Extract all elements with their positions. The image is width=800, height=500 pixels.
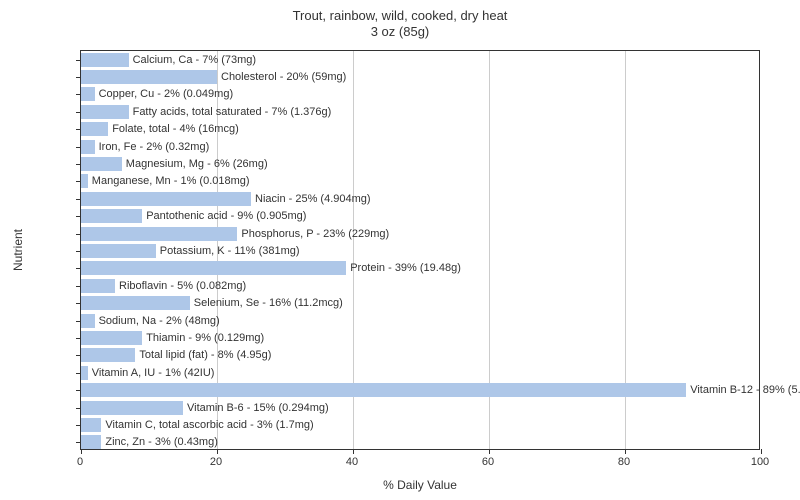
x-tick — [625, 449, 626, 454]
nutrient-bar — [81, 87, 95, 101]
y-tick — [76, 355, 81, 356]
y-tick — [76, 60, 81, 61]
nutrient-bar-label: Calcium, Ca - 7% (73mg) — [133, 53, 256, 67]
nutrient-bar — [81, 244, 156, 258]
nutrient-bar — [81, 314, 95, 328]
nutrient-bar-label: Vitamin C, total ascorbic acid - 3% (1.7… — [105, 418, 313, 432]
x-tick — [81, 449, 82, 454]
nutrient-bar-label: Copper, Cu - 2% (0.049mg) — [99, 87, 234, 101]
nutrient-bar — [81, 366, 88, 380]
x-tick-label: 20 — [210, 456, 222, 468]
x-tick-label: 40 — [346, 456, 358, 468]
y-tick — [76, 321, 81, 322]
nutrient-bar — [81, 348, 135, 362]
nutrient-bar-label: Cholesterol - 20% (59mg) — [221, 70, 346, 84]
nutrient-bar-label: Zinc, Zn - 3% (0.43mg) — [105, 435, 217, 449]
nutrient-bar-label: Iron, Fe - 2% (0.32mg) — [99, 140, 210, 154]
x-tick-label: 0 — [77, 456, 83, 468]
y-tick — [76, 373, 81, 374]
nutrient-bar — [81, 122, 108, 136]
nutrient-bar — [81, 53, 129, 67]
y-tick — [76, 199, 81, 200]
nutrient-bar-label: Potassium, K - 11% (381mg) — [160, 244, 300, 258]
x-tick-label: 80 — [618, 456, 630, 468]
nutrient-bar — [81, 192, 251, 206]
nutrient-bar-label: Vitamin B-12 - 89% (5.36mcg) — [690, 383, 800, 397]
nutrient-bar — [81, 418, 101, 432]
chart-subtitle: 3 oz (85g) — [0, 24, 800, 39]
y-tick — [76, 129, 81, 130]
y-tick — [76, 147, 81, 148]
nutrient-bar-label: Thiamin - 9% (0.129mg) — [146, 331, 264, 345]
y-tick — [76, 94, 81, 95]
nutrient-bar-label: Sodium, Na - 2% (48mg) — [99, 314, 220, 328]
y-tick — [76, 77, 81, 78]
nutrient-bar-label: Vitamin B-6 - 15% (0.294mg) — [187, 401, 329, 415]
nutrient-bar-label: Vitamin A, IU - 1% (42IU) — [92, 366, 215, 380]
nutrient-bar — [81, 401, 183, 415]
nutrient-bar — [81, 296, 190, 310]
nutrient-bar — [81, 331, 142, 345]
nutrient-bar-label: Selenium, Se - 16% (11.2mcg) — [194, 296, 343, 310]
nutrient-bar — [81, 261, 346, 275]
y-tick — [76, 408, 81, 409]
x-tick — [761, 449, 762, 454]
nutrient-bar — [81, 70, 217, 84]
nutrient-bar — [81, 140, 95, 154]
y-tick — [76, 425, 81, 426]
x-tick-label: 100 — [751, 456, 769, 468]
nutrient-bar — [81, 157, 122, 171]
x-tick — [217, 449, 218, 454]
y-tick — [76, 268, 81, 269]
nutrient-bar-label: Folate, total - 4% (16mcg) — [112, 122, 239, 136]
y-tick — [76, 303, 81, 304]
x-tick — [353, 449, 354, 454]
nutrient-bar-label: Fatty acids, total saturated - 7% (1.376… — [133, 105, 332, 119]
x-axis-label: % Daily Value — [80, 478, 760, 492]
y-axis-label: Nutrient — [11, 229, 25, 271]
nutrient-bar-label: Magnesium, Mg - 6% (26mg) — [126, 157, 268, 171]
y-tick — [76, 286, 81, 287]
y-tick — [76, 338, 81, 339]
x-tick — [489, 449, 490, 454]
nutrient-bar-label: Pantothenic acid - 9% (0.905mg) — [146, 209, 306, 223]
nutrient-bar — [81, 105, 129, 119]
y-tick — [76, 216, 81, 217]
y-tick — [76, 251, 81, 252]
x-tick-label: 60 — [482, 456, 494, 468]
nutrient-bar — [81, 279, 115, 293]
chart-title: Trout, rainbow, wild, cooked, dry heat — [0, 8, 800, 23]
y-tick — [76, 181, 81, 182]
y-tick — [76, 390, 81, 391]
nutrient-bar-label: Manganese, Mn - 1% (0.018mg) — [92, 174, 250, 188]
y-tick — [76, 164, 81, 165]
nutrient-bar — [81, 435, 101, 449]
nutrient-bar-label: Niacin - 25% (4.904mg) — [255, 192, 371, 206]
nutrient-chart: Trout, rainbow, wild, cooked, dry heat 3… — [0, 0, 800, 500]
nutrient-bar — [81, 227, 237, 241]
nutrient-bar — [81, 174, 88, 188]
y-tick — [76, 112, 81, 113]
nutrient-bar — [81, 383, 686, 397]
nutrient-bar-label: Total lipid (fat) - 8% (4.95g) — [139, 348, 271, 362]
y-tick — [76, 234, 81, 235]
nutrient-bar-label: Protein - 39% (19.48g) — [350, 261, 461, 275]
nutrient-bar-label: Riboflavin - 5% (0.082mg) — [119, 279, 246, 293]
nutrient-bar-label: Phosphorus, P - 23% (229mg) — [241, 227, 389, 241]
nutrient-bar — [81, 209, 142, 223]
plot-area: Calcium, Ca - 7% (73mg) Cholesterol - 20%… — [80, 50, 760, 450]
y-tick — [76, 442, 81, 443]
